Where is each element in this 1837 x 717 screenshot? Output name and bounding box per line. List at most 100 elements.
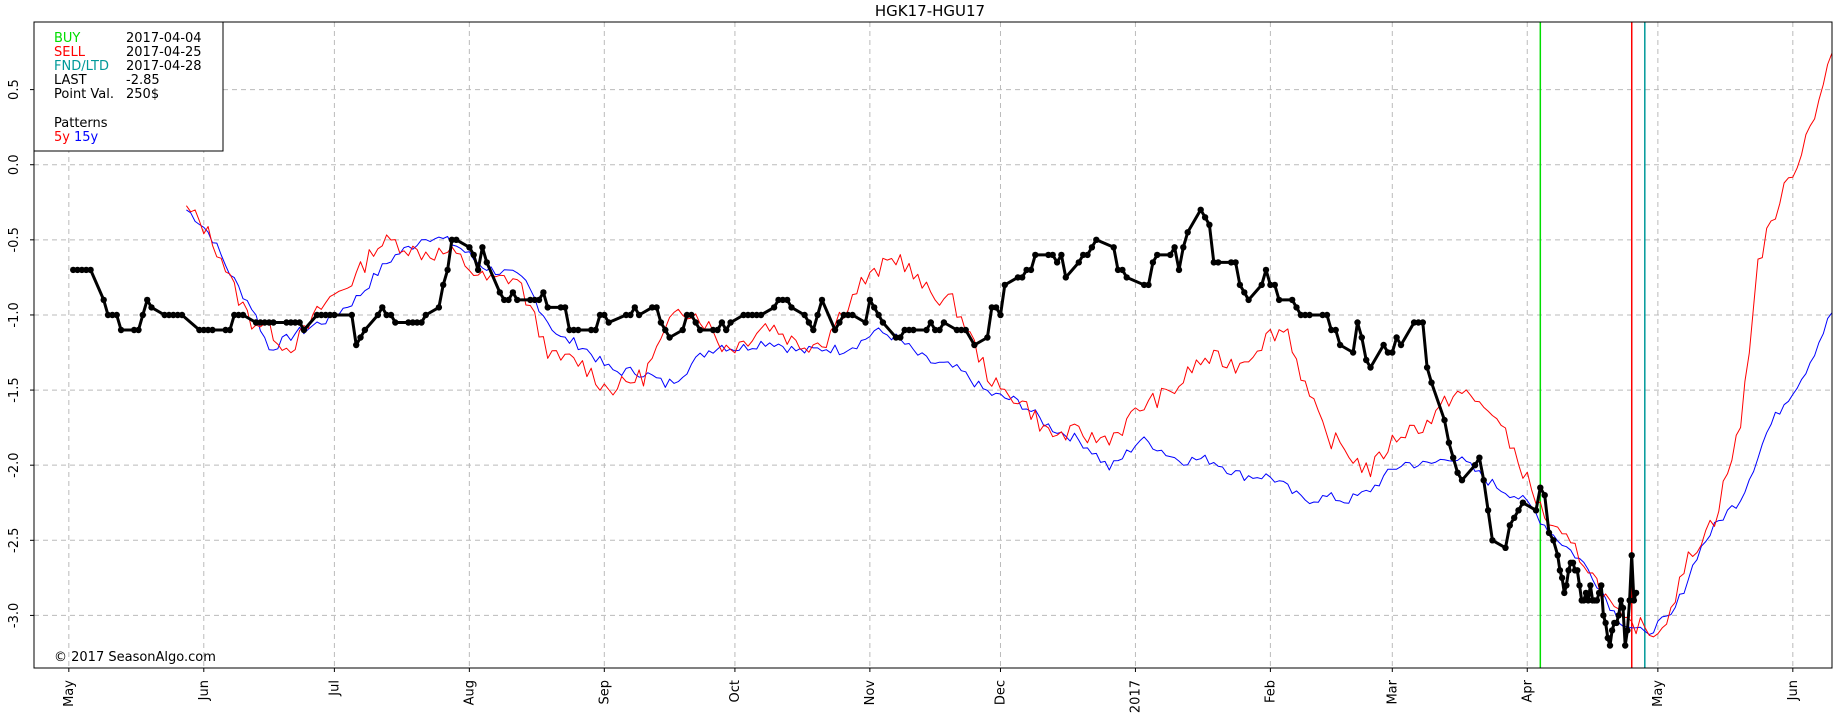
series-spread-point (252, 319, 260, 326)
series-spread-point (631, 304, 638, 311)
series-spread-point (1541, 492, 1548, 499)
series-spread-point (1245, 296, 1252, 304)
series-spread-point (1580, 597, 1588, 604)
series-spread-point (958, 326, 965, 334)
series-spread-point (405, 319, 412, 326)
series-spread-point (1569, 559, 1577, 566)
series-spread-point (1358, 334, 1366, 341)
series-spread-point (1511, 514, 1518, 521)
series-spread-point (810, 326, 817, 334)
legend-label: SELL (54, 45, 86, 60)
series-spread-point (1419, 319, 1427, 326)
series-spread-point (374, 311, 382, 319)
series-spread-point (709, 326, 717, 334)
legend-entries: BUY 2017-04-04 SELL 2017-04-25 FND/LTD 2017-0… (54, 31, 202, 145)
legend-value: 250$ (126, 87, 159, 102)
x-tick-label: Jul (327, 680, 342, 697)
series-spread-point (1502, 544, 1509, 551)
series-spread-point (418, 319, 425, 326)
series-spread-point (466, 244, 473, 251)
x-tick-label: Mar (1385, 679, 1400, 704)
series-spread-point (1062, 274, 1070, 281)
x-tick-label: Jun (197, 680, 212, 701)
series-spread-point (605, 319, 612, 326)
series-spread-point (561, 304, 569, 311)
series-spread-point (784, 296, 791, 304)
series-spread-point (1232, 259, 1239, 266)
y-axis: 0.5 0.0 -0.5 -1.0 -1.5 -2.0 -2.5 -3.0 (7, 79, 34, 628)
series-spread-point (1319, 311, 1326, 319)
series-spread-point (1171, 244, 1178, 251)
series-spread-point (1561, 589, 1568, 597)
series-spread-point (844, 311, 852, 319)
series-spread-point (479, 244, 486, 251)
legend-value: -2.85 (126, 73, 160, 88)
series-spread-point (226, 326, 234, 334)
series-spread-point (1175, 266, 1183, 274)
series-spread-point (440, 281, 447, 289)
series-spread-point (940, 319, 948, 326)
series-spread-point (662, 326, 669, 334)
series-spread-point (1608, 627, 1616, 634)
series-spread-point (1576, 582, 1583, 589)
series-spread-point (1267, 281, 1274, 289)
series-spread-point (453, 236, 460, 243)
series-spread-point (318, 311, 325, 319)
y-tick-label: -1.5 (7, 377, 22, 402)
series-spread-point (740, 311, 747, 319)
series-spread-point (296, 319, 303, 326)
series-spread-point (849, 311, 856, 319)
series-spread-point (1537, 484, 1544, 491)
y-tick-label: -1.0 (7, 302, 22, 327)
series-lines (73, 52, 1833, 647)
series-spread-point (83, 266, 90, 274)
y-tick-label: -3.0 (7, 603, 22, 628)
series-spread-point (178, 311, 186, 319)
series-spread-point (831, 326, 839, 334)
x-tick-label: Dec (993, 680, 1008, 705)
series-spread-point (683, 311, 691, 319)
series-spread-point (496, 289, 503, 296)
series-spread-point (514, 296, 521, 304)
series-spread-point (779, 296, 786, 304)
legend-value: 2017-04-04 (126, 31, 202, 46)
series-spread-point (1598, 582, 1605, 589)
legend-label: Point Val. (54, 87, 114, 102)
series-spread-point (657, 319, 665, 326)
plot-frame (33, 21, 1833, 669)
series-spread-point (1184, 229, 1191, 236)
series-spread-point (422, 311, 429, 319)
series-spread-point (788, 304, 795, 311)
series-spread-point (1354, 319, 1361, 326)
series-spread-point (87, 266, 94, 274)
series-spread-point (1241, 289, 1248, 296)
series-spread-point (1140, 281, 1148, 289)
series-spread-point (1624, 627, 1631, 634)
series-spread-point (1258, 281, 1265, 289)
series-spread-point (470, 251, 477, 259)
series-spread-point (879, 319, 887, 326)
series-spread-point (1088, 244, 1096, 251)
series-spread-point (239, 311, 247, 319)
legend-value: 2017-04-28 (126, 59, 202, 74)
y-tick-label: 0.0 (7, 154, 22, 175)
series-spread-point (1328, 326, 1335, 334)
series-spread-point (1380, 341, 1387, 349)
copyright-annotation: © 2017 SeasonAlgo.com (54, 650, 216, 665)
series-spread-point (1302, 311, 1309, 319)
y-tick-label: -2.5 (7, 528, 22, 553)
series-spread-point (1519, 499, 1527, 506)
series-spread-point (1154, 251, 1161, 259)
series-spread-point (1145, 281, 1152, 289)
series-spread-point (1093, 236, 1100, 243)
series-spread-point (653, 304, 660, 311)
series-spread-point (1476, 454, 1483, 461)
series-spread-point (1180, 244, 1187, 251)
y-tick-label: -0.5 (7, 227, 22, 252)
legend-pattern-5y: 5y (54, 130, 70, 145)
series-spread-point (575, 326, 582, 334)
series-spread-point (1532, 507, 1540, 514)
series-spread-point (1632, 589, 1640, 597)
series-spread-point (1027, 266, 1035, 274)
